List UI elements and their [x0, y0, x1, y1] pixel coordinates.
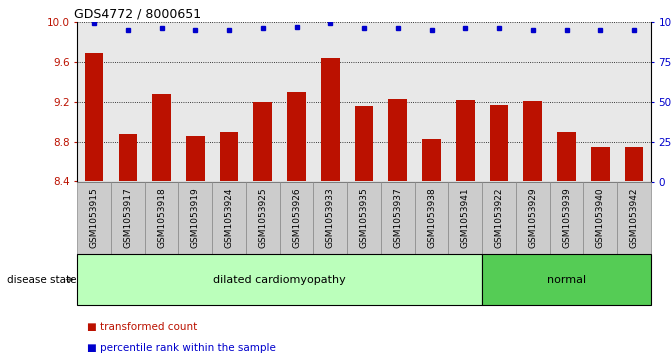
Bar — [456, 99, 474, 182]
Bar — [389, 99, 407, 182]
Text: GSM1053941: GSM1053941 — [461, 187, 470, 248]
Text: GSM1053919: GSM1053919 — [191, 187, 200, 248]
Text: GSM1053933: GSM1053933 — [325, 187, 335, 248]
Bar — [85, 53, 103, 181]
Bar — [178, 182, 212, 254]
Bar — [212, 182, 246, 254]
Bar — [280, 182, 313, 254]
Bar — [287, 91, 306, 182]
Text: normal: normal — [547, 274, 586, 285]
Text: GSM1053926: GSM1053926 — [292, 187, 301, 248]
Text: GSM1053917: GSM1053917 — [123, 187, 132, 248]
Bar — [355, 106, 373, 182]
Bar — [381, 182, 415, 254]
Text: disease state: disease state — [7, 274, 76, 285]
Bar — [254, 102, 272, 182]
Bar — [119, 134, 137, 182]
Bar — [347, 182, 381, 254]
Bar — [557, 131, 576, 182]
Bar — [448, 182, 482, 254]
Text: GSM1053939: GSM1053939 — [562, 187, 571, 248]
Text: GSM1053915: GSM1053915 — [89, 187, 99, 248]
Text: GDS4772 / 8000651: GDS4772 / 8000651 — [74, 8, 201, 21]
Bar — [617, 182, 651, 254]
Bar — [145, 182, 178, 254]
Bar — [583, 182, 617, 254]
Bar — [77, 182, 111, 254]
Bar — [591, 147, 609, 182]
Bar — [219, 131, 238, 182]
Bar — [313, 182, 347, 254]
Text: GSM1053918: GSM1053918 — [157, 187, 166, 248]
Bar — [625, 147, 643, 182]
Text: GSM1053937: GSM1053937 — [393, 187, 403, 248]
Bar — [550, 182, 583, 254]
Bar — [77, 254, 482, 305]
Bar — [482, 182, 516, 254]
Bar — [490, 105, 509, 182]
Text: GSM1053924: GSM1053924 — [225, 188, 234, 248]
Text: GSM1053938: GSM1053938 — [427, 187, 436, 248]
Bar — [516, 182, 550, 254]
Bar — [321, 58, 340, 182]
Bar — [415, 182, 448, 254]
Bar — [111, 182, 145, 254]
Text: GSM1053925: GSM1053925 — [258, 187, 267, 248]
Bar — [422, 139, 441, 182]
Text: GSM1053942: GSM1053942 — [629, 188, 639, 248]
Text: GSM1053922: GSM1053922 — [495, 188, 503, 248]
Bar — [246, 182, 280, 254]
Text: GSM1053929: GSM1053929 — [528, 187, 537, 248]
Text: dilated cardiomyopathy: dilated cardiomyopathy — [213, 274, 346, 285]
Text: GSM1053940: GSM1053940 — [596, 187, 605, 248]
Bar — [186, 135, 205, 182]
Text: ■ transformed count: ■ transformed count — [87, 322, 197, 332]
Bar — [482, 254, 651, 305]
Text: ■ percentile rank within the sample: ■ percentile rank within the sample — [87, 343, 276, 354]
Bar — [152, 94, 171, 182]
Bar — [523, 101, 542, 182]
Text: GSM1053935: GSM1053935 — [360, 187, 368, 248]
